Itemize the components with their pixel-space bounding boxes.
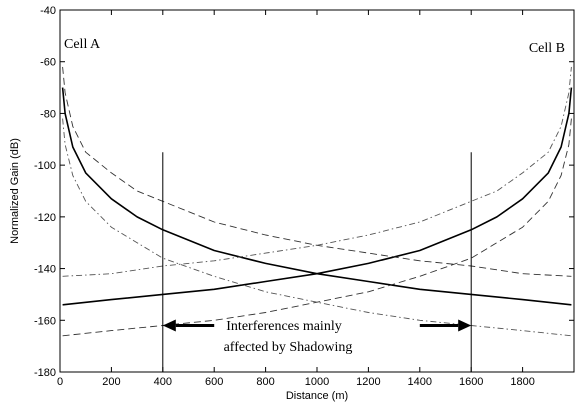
arrow-head — [458, 319, 472, 332]
marker-layer — [162, 152, 472, 372]
series-line-6 — [62, 66, 572, 277]
series-line-4 — [62, 118, 572, 337]
y-axis-label: Normalized Gain (dB) — [9, 138, 21, 244]
x-tick-label: 0 — [57, 376, 63, 388]
arrow-head — [162, 319, 176, 332]
cell-b-label: Cell B — [529, 41, 565, 56]
tick-layer: 0 200 400 600 800 1000 1200 1400 1600 1800 -40 -60 -… — [34, 5, 574, 388]
x-axis-label: Distance (m) — [286, 390, 348, 402]
y-tick-label: -180 — [34, 367, 56, 379]
x-tick-label: 200 — [102, 376, 120, 388]
x-tick-label: 1200 — [356, 376, 380, 388]
x-tick-label: 1000 — [305, 376, 329, 388]
plot-frame — [59, 9, 575, 373]
series-layer — [61, 66, 573, 337]
x-tick-label: 1400 — [408, 376, 432, 388]
series-line-3 — [62, 66, 572, 277]
interference-annotation-line2: affected by Shadowing — [224, 340, 353, 355]
y-tick-label: -80 — [40, 108, 56, 120]
series-line-2 — [62, 87, 573, 306]
y-tick-label: -120 — [34, 212, 56, 224]
series-line-5 — [62, 118, 572, 337]
interference-annotation-line1: Interferences mainly — [226, 319, 341, 334]
x-tick-label: 600 — [205, 376, 223, 388]
series-line-1 — [61, 87, 572, 306]
cell-a-label: Cell A — [64, 37, 101, 52]
y-tick-label: -40 — [40, 5, 56, 17]
y-tick-label: -160 — [34, 315, 56, 327]
x-tick-label: 400 — [154, 376, 172, 388]
x-tick-label: 1600 — [459, 376, 483, 388]
y-tick-label: -60 — [40, 57, 56, 69]
y-tick-label: -140 — [34, 264, 56, 276]
x-tick-label: 1800 — [510, 376, 534, 388]
y-tick-label: -100 — [34, 160, 56, 172]
x-tick-label: 800 — [256, 376, 274, 388]
